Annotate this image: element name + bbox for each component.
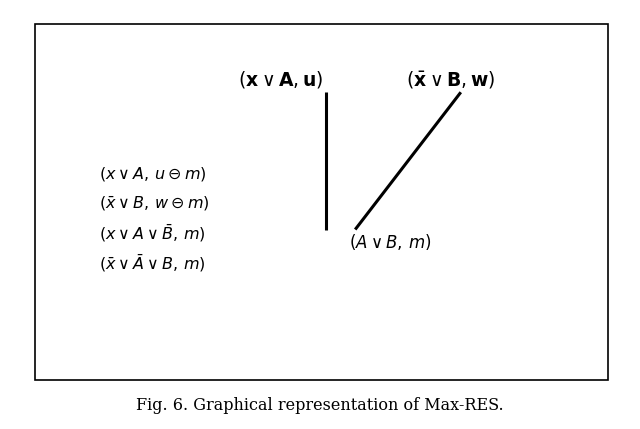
Text: $(\bar{x}\vee B,\,w\ominus m)$: $(\bar{x}\vee B,\,w\ominus m)$ xyxy=(99,195,210,213)
Text: $(\bar{x}\vee\bar{A}\vee B,\,m)$: $(\bar{x}\vee\bar{A}\vee B,\,m)$ xyxy=(99,253,206,275)
Text: $(\mathbf{x}\vee\mathbf{A},\mathbf{u})$: $(\mathbf{x}\vee\mathbf{A},\mathbf{u})$ xyxy=(237,69,323,90)
Text: $(A\vee B,\,m)$: $(A\vee B,\,m)$ xyxy=(349,233,431,252)
Text: Fig. 6. Graphical representation of Max-RES.: Fig. 6. Graphical representation of Max-… xyxy=(136,397,504,414)
Text: $(\bar{\mathbf{x}}\vee\mathbf{B},\mathbf{w})$: $(\bar{\mathbf{x}}\vee\mathbf{B},\mathbf… xyxy=(406,69,496,90)
Text: $(x\vee A,\,u\ominus m)$: $(x\vee A,\,u\ominus m)$ xyxy=(99,165,207,183)
Text: $(x\vee A\vee\bar{B},\,m)$: $(x\vee A\vee\bar{B},\,m)$ xyxy=(99,223,206,245)
